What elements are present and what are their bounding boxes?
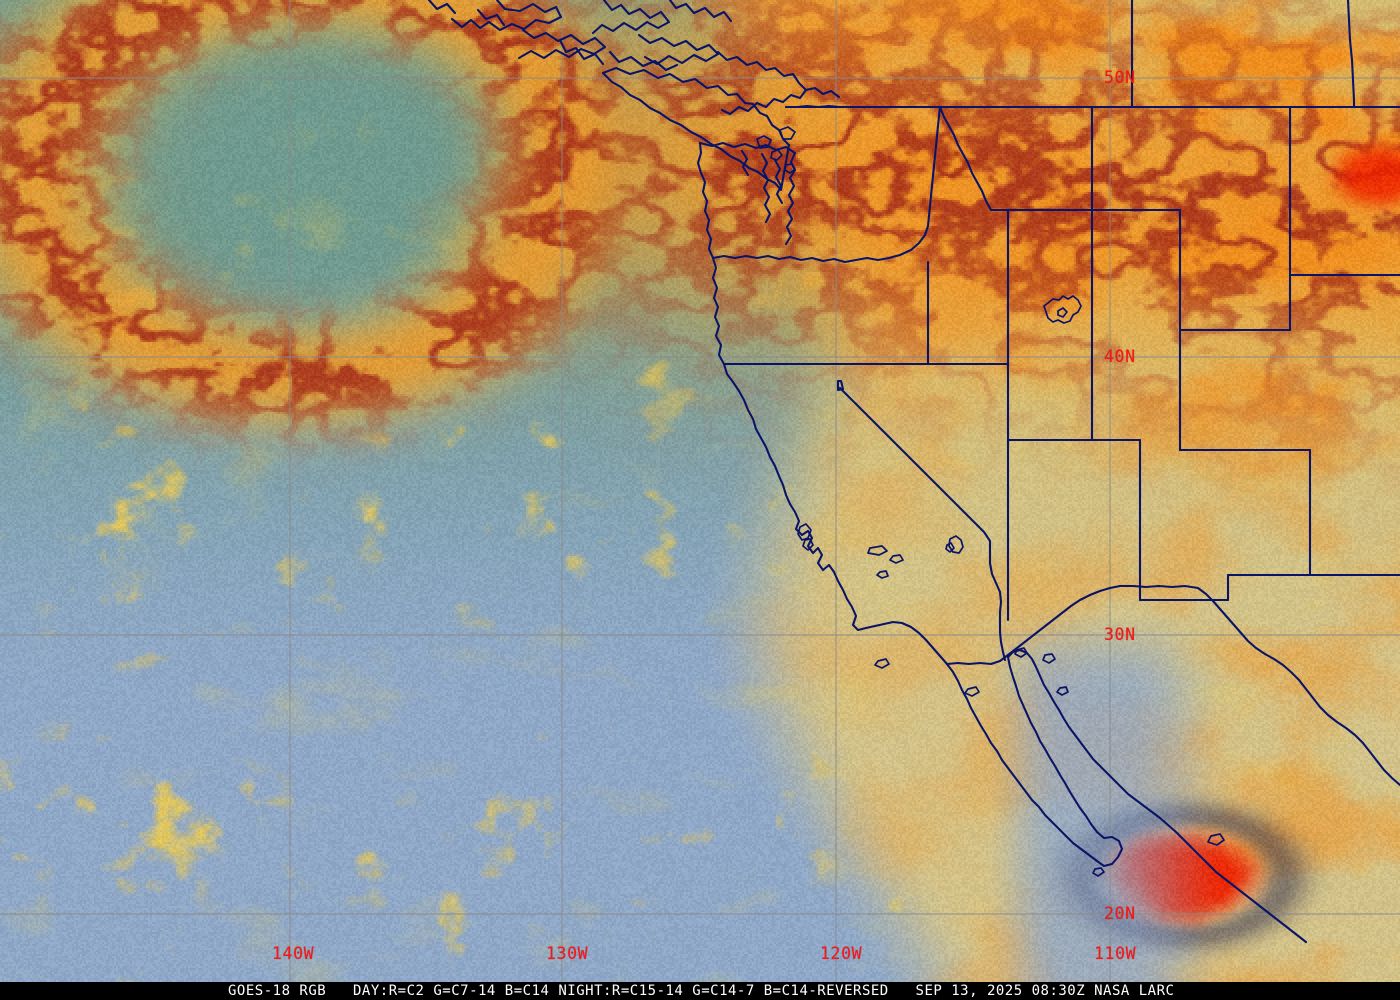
lon-label-130w: 130W: [546, 944, 589, 963]
lon-label-120w: 120W: [820, 944, 863, 963]
product-caption-text: GOES-18 RGB DAY:R=C2 G=C7-14 B=C14 NIGHT…: [228, 983, 1175, 999]
lat-label-50n: 50N: [1104, 68, 1136, 87]
lat-label-40n: 40N: [1104, 347, 1136, 366]
caption-bar: GOES-18 RGB DAY:R=C2 G=C7-14 B=C14 NIGHT…: [0, 982, 1400, 1000]
lon-label-110w: 110W: [1094, 944, 1137, 963]
lon-label-140w: 140W: [272, 944, 315, 963]
lat-label-20n: 20N: [1104, 904, 1136, 923]
lat-label-30n: 30N: [1104, 625, 1136, 644]
